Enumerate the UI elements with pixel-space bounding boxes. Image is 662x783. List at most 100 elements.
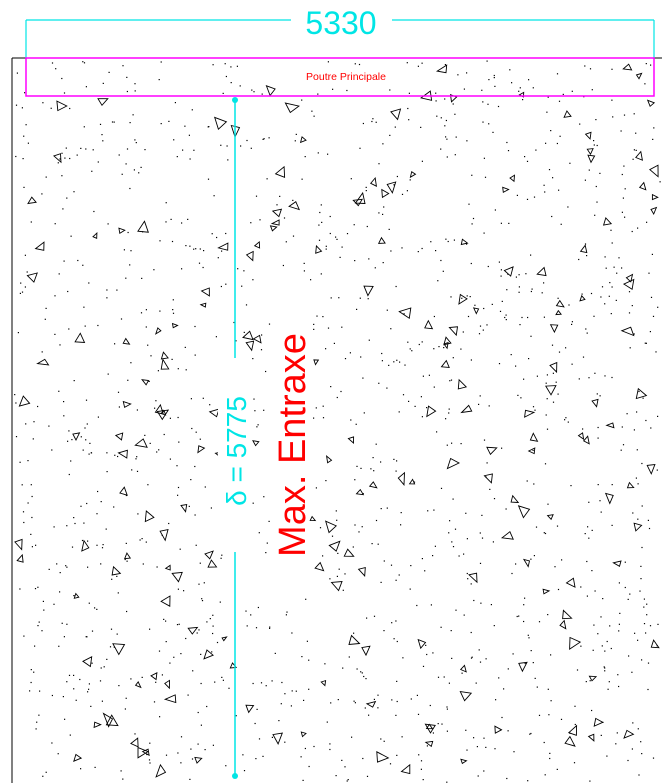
hatch-dot: [494, 748, 496, 750]
hatch-dot: [88, 688, 90, 690]
hatch-dot: [120, 318, 123, 320]
hatch-triangle: [460, 238, 469, 246]
hatch-dot: [546, 398, 548, 400]
hatch-dot: [527, 780, 529, 782]
hatch-dot: [149, 628, 151, 630]
hatch-dot: [631, 748, 633, 750]
hatch-dot: [584, 179, 586, 181]
hatch-triangle: [73, 592, 80, 599]
hatch-triangle: [563, 110, 572, 118]
hatch-dot: [646, 603, 648, 605]
hatch-dot: [435, 100, 437, 102]
hatch-dot: [342, 667, 344, 669]
hatch-dot: [641, 505, 643, 507]
hatch-dot: [97, 161, 99, 163]
hatch-dot: [593, 315, 595, 317]
hatch-dot: [546, 374, 548, 376]
hatch-dot: [350, 178, 352, 180]
hatch-dot: [291, 690, 293, 692]
hatch-triangle: [26, 272, 38, 283]
hatch-dot: [141, 538, 143, 540]
hatch-dot: [71, 439, 73, 441]
hatch-triangle: [112, 643, 126, 656]
hatch-dot: [32, 438, 34, 440]
hatch-dot: [584, 243, 587, 245]
hatch-triangle: [187, 626, 199, 635]
hatch-dot: [465, 729, 467, 731]
hatch-dot: [30, 533, 32, 535]
hatch-dot: [114, 343, 116, 345]
width-dimension-value: 5330: [305, 5, 376, 41]
hatch-dot: [230, 82, 232, 84]
hatch-dot: [416, 694, 418, 696]
hatch-dot: [588, 169, 590, 171]
hatch-dot: [559, 135, 561, 137]
hatch-dot: [455, 609, 457, 611]
hatch-dot: [528, 358, 530, 360]
hatch-dot: [83, 306, 85, 308]
hatch-dot: [122, 65, 124, 67]
hatch-dot: [546, 111, 548, 113]
hatch-dot: [617, 674, 619, 676]
hatch-dot: [533, 483, 535, 485]
hatch-triangle: [272, 732, 284, 745]
hatch-dot: [420, 396, 422, 398]
hatch-dot: [303, 262, 305, 264]
hatch-dot: [221, 250, 223, 252]
hatch-dot: [184, 125, 186, 127]
hatch-dot: [101, 134, 103, 136]
hatch-dot: [66, 623, 68, 625]
hatch-dot: [335, 236, 337, 238]
hatch-dot: [160, 61, 162, 63]
hatch-dot: [513, 751, 515, 753]
hatch-dot: [632, 158, 634, 160]
hatch-dot: [477, 775, 479, 777]
hatch-dot: [252, 358, 254, 360]
hatch-dot: [129, 122, 131, 124]
hatch-dot: [127, 379, 129, 381]
hatch-dot: [395, 579, 397, 581]
hatch-triangle: [252, 334, 262, 344]
hatch-dot: [356, 465, 358, 467]
hatch-dot: [581, 293, 583, 295]
hatch-dot: [545, 382, 547, 384]
hatch-dot: [591, 709, 593, 712]
hatch-dot: [534, 409, 536, 411]
hatch-dot: [608, 295, 610, 297]
hatch-triangle: [154, 327, 162, 335]
hatch-dot: [403, 313, 405, 315]
hatch-dot: [633, 429, 635, 431]
hatch-triangle: [154, 403, 164, 415]
hatch-dot: [422, 665, 425, 667]
hatch-dot: [301, 656, 303, 658]
hatch-dot: [250, 614, 252, 616]
hatch-dot: [408, 400, 410, 402]
hatch-dot: [443, 676, 445, 678]
hatch-dot: [65, 565, 67, 567]
hatch-dot: [597, 484, 599, 486]
hatch-dot: [430, 241, 432, 243]
hatch-dot: [637, 639, 639, 641]
hatch-dot: [558, 100, 561, 102]
hatch-dot: [588, 501, 590, 503]
hatch-dot: [493, 74, 495, 77]
hatch-dot: [368, 339, 370, 341]
hatch-dot: [489, 488, 491, 490]
hatch-dot: [15, 402, 17, 404]
hatch-dot: [91, 170, 93, 172]
hatch-dot: [291, 632, 293, 634]
hatch-dot: [73, 191, 75, 193]
hatch-dot: [228, 687, 230, 689]
hatch-dot: [458, 555, 460, 557]
hatch-dot: [556, 73, 559, 75]
hatch-triangle: [74, 332, 86, 344]
hatch-dot: [586, 332, 588, 334]
hatch-dot: [106, 297, 108, 299]
hatch-dot: [522, 99, 524, 101]
hatch-dot: [518, 274, 520, 276]
hatch-triangle: [53, 153, 62, 164]
hatch-dot: [42, 775, 44, 777]
hatch-dot: [628, 312, 631, 314]
hatch-dot: [34, 645, 36, 647]
hatch-dot: [222, 679, 224, 681]
